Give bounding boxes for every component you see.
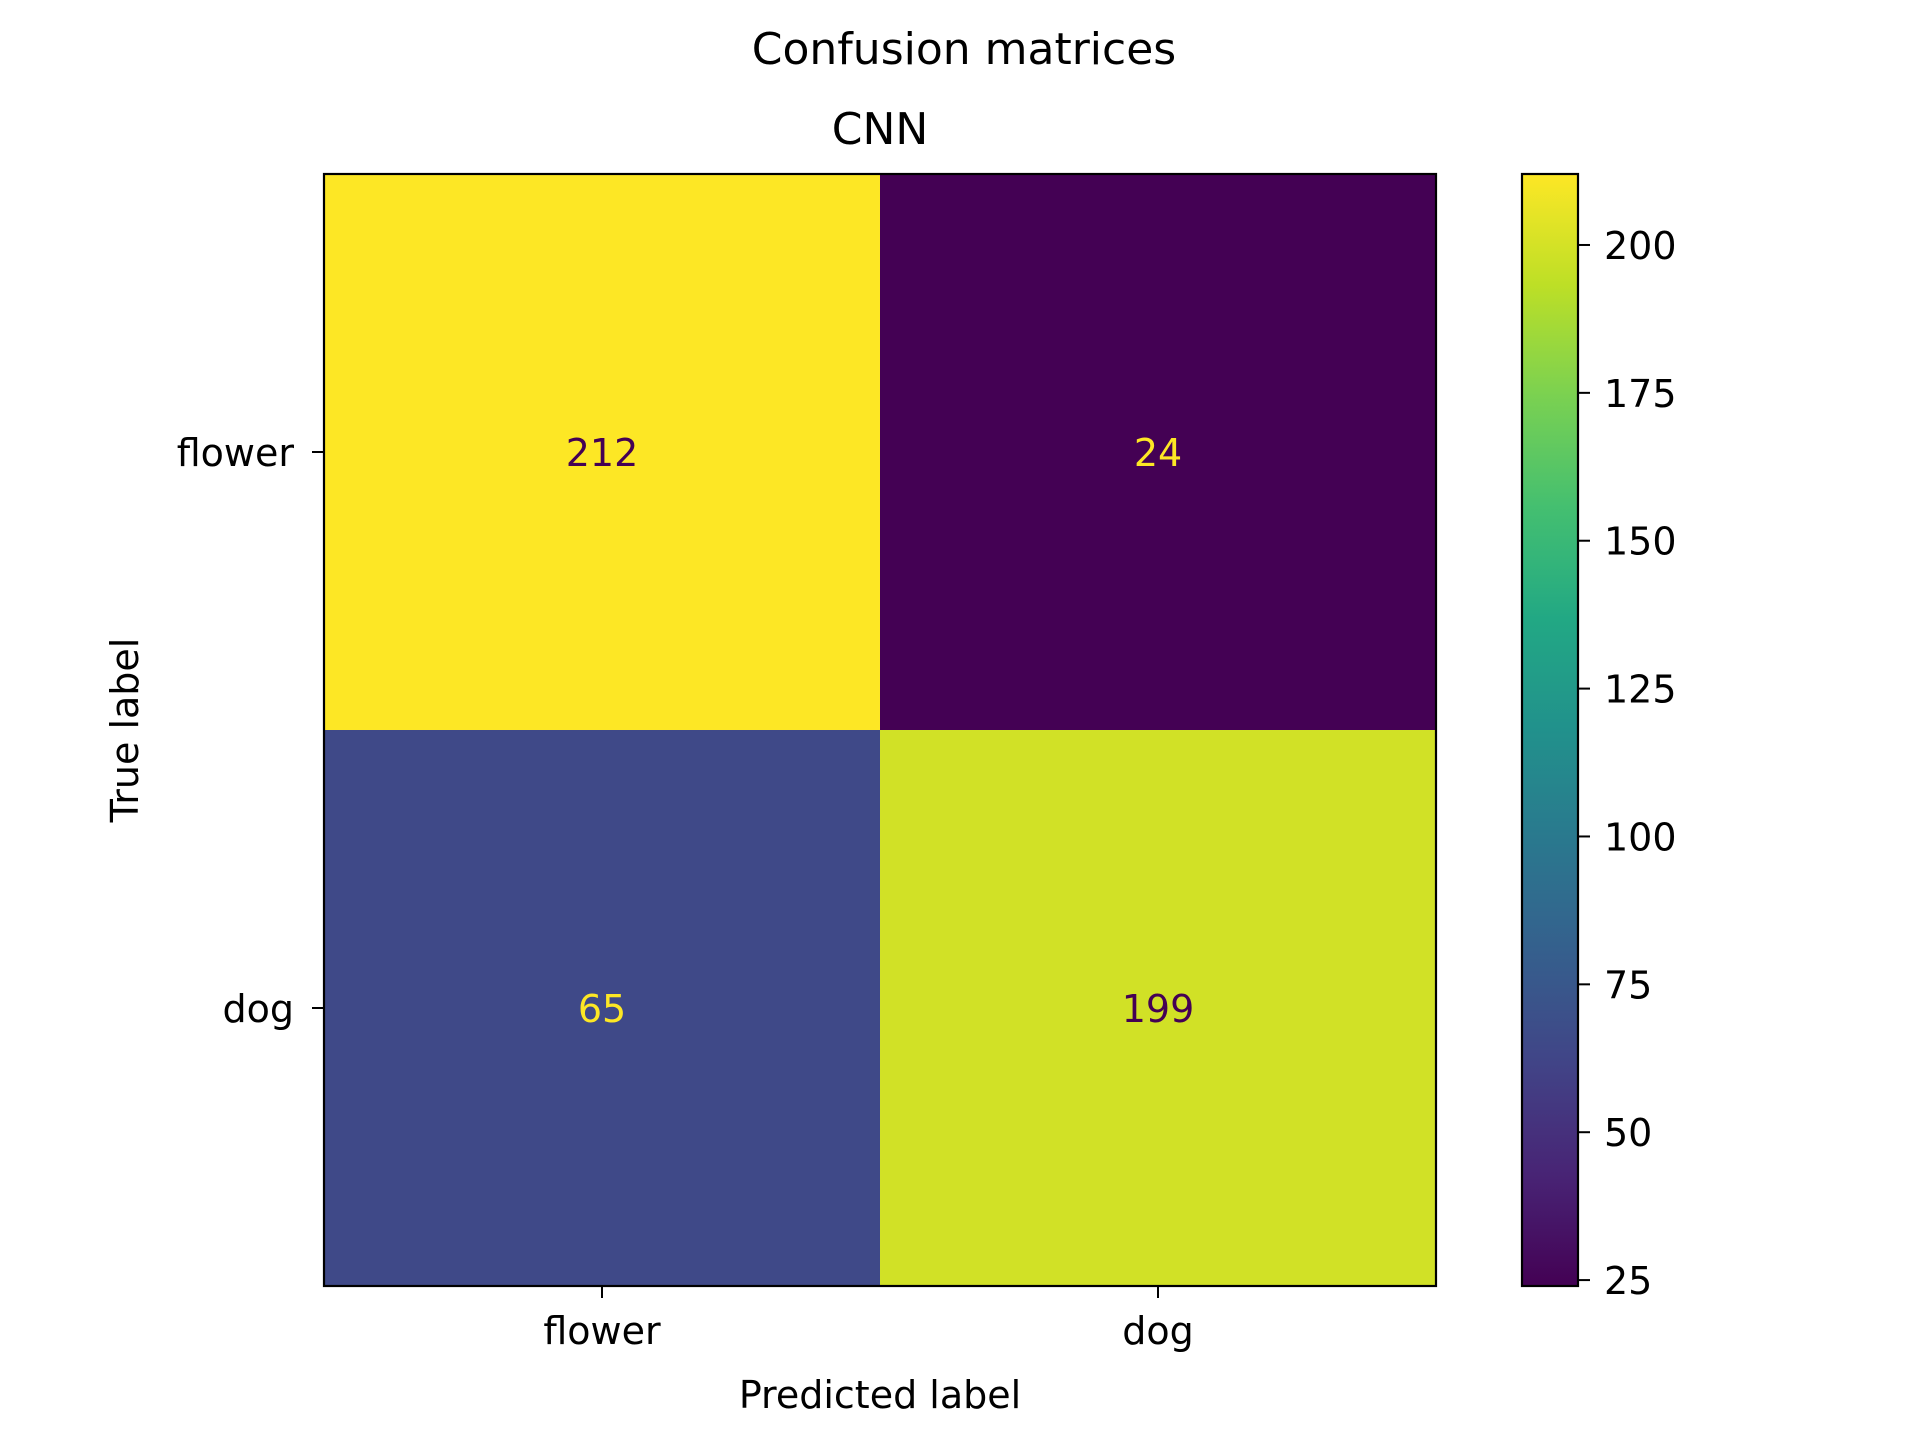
chart-title: CNN bbox=[832, 104, 929, 155]
heatmap-cell-flower-flower bbox=[324, 174, 881, 731]
heatmap-cells bbox=[324, 174, 1437, 1287]
heatmap-cell-labels: 212 24 65 199 bbox=[566, 431, 1195, 1031]
heatmap-cell-dog-flower bbox=[324, 730, 881, 1287]
colorbar-tick-label: 200 bbox=[1604, 224, 1677, 268]
y-tick-label: flower bbox=[177, 431, 295, 475]
colorbar-tick-label: 100 bbox=[1604, 815, 1677, 859]
cell-value-label: 65 bbox=[578, 987, 626, 1031]
heatmap-cell-flower-dog bbox=[880, 174, 1437, 731]
colorbar-tick-label: 150 bbox=[1604, 520, 1677, 564]
x-axis-ticks: flower dog bbox=[543, 1286, 1194, 1353]
cell-value-label: 24 bbox=[1134, 431, 1182, 475]
y-tick-label: dog bbox=[223, 987, 295, 1031]
y-axis-label: True label bbox=[103, 638, 147, 824]
colorbar: 25 50 75 100 125 150 175 200 bbox=[1520, 172, 1677, 1303]
colorbar-tick-label: 75 bbox=[1604, 963, 1652, 1007]
colorbar-frame bbox=[1520, 172, 1580, 1288]
y-axis-ticks: flower dog bbox=[177, 431, 324, 1031]
x-axis-label: Predicted label bbox=[739, 1373, 1021, 1417]
colorbar-tick-label: 25 bbox=[1604, 1259, 1652, 1303]
x-tick-label: flower bbox=[543, 1309, 661, 1353]
x-tick-label: dog bbox=[1122, 1309, 1194, 1353]
plot-frame bbox=[322, 172, 1438, 1288]
colorbar-fill bbox=[1522, 174, 1578, 1286]
colorbar-tick-label: 125 bbox=[1604, 668, 1677, 712]
colorbar-tick-label: 50 bbox=[1604, 1111, 1652, 1155]
heatmap-cell-dog-dog bbox=[880, 730, 1437, 1287]
figure-suptitle: Confusion matrices bbox=[752, 24, 1176, 75]
cell-value-label: 199 bbox=[1122, 987, 1195, 1031]
cell-value-label: 212 bbox=[566, 431, 639, 475]
colorbar-tick-label: 175 bbox=[1604, 372, 1677, 416]
